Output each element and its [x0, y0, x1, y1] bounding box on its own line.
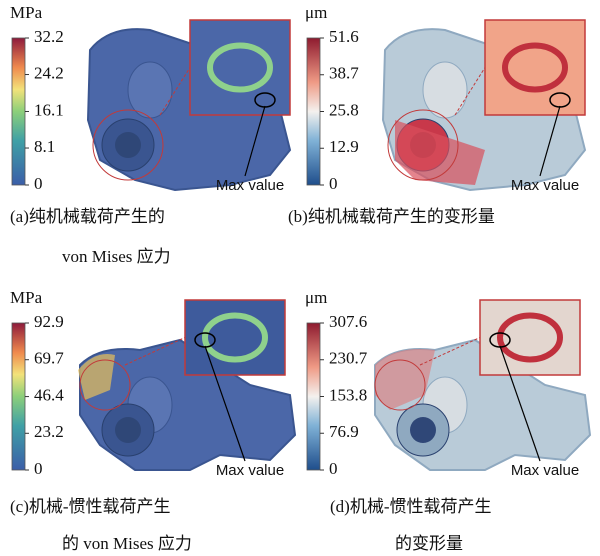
inset-ring — [207, 42, 273, 93]
leader — [124, 337, 186, 366]
annotation: Max value — [216, 177, 284, 194]
hot-zone — [375, 349, 435, 410]
colorbar-unit: μm — [305, 3, 327, 22]
annotation-arrow — [244, 105, 266, 177]
bore-inner — [115, 417, 141, 443]
focus-circle — [92, 109, 164, 181]
colorbar-tick-label: 0 — [329, 174, 338, 193]
hot-zone — [395, 120, 485, 185]
colorbar-tick-label: 69.7 — [34, 349, 64, 368]
colorbar — [306, 37, 321, 186]
colorbar-unit: μm — [305, 288, 327, 307]
hot-zone — [78, 354, 115, 400]
colorbar — [306, 322, 321, 471]
colorbar-tick-label: 12.9 — [329, 137, 359, 156]
inset-ring — [497, 312, 563, 363]
panel: MPa 32.2 24.2 16.1 8.1 0 Max value — [10, 3, 292, 194]
boss — [422, 61, 468, 119]
inset-ring — [202, 312, 268, 363]
caption: (d)机械-惯性载荷产生 — [330, 497, 491, 516]
colorbar-tick-label: 0 — [34, 459, 43, 478]
colorbar-unit: MPa — [10, 288, 43, 307]
colorbar-tick-label: 51.6 — [329, 27, 359, 46]
caption: (c)机械-惯性载荷产生 — [10, 497, 171, 516]
colorbar-tick-label: 46.4 — [34, 385, 64, 404]
colorbar-tick-label: 0 — [329, 459, 338, 478]
focus-circle — [387, 109, 459, 181]
caption: (a)纯机械载荷产生的 — [10, 207, 165, 226]
annotation: Max value — [511, 177, 579, 194]
annotation: Max value — [511, 462, 579, 479]
focus-circle — [374, 359, 426, 411]
bore-inner — [115, 132, 141, 158]
bore-inner — [410, 417, 436, 443]
caption: von Mises 应力 — [62, 247, 171, 266]
panel: MPa 92.9 69.7 46.4 23.2 0 Max value — [10, 288, 297, 479]
colorbar-tick-label: 38.7 — [329, 64, 359, 83]
annotation-arrow — [204, 345, 246, 462]
annotation: Max value — [216, 462, 284, 479]
caption: (b)纯机械载荷产生的变形量 — [288, 207, 495, 226]
annotation-arrow — [539, 105, 561, 177]
inset — [484, 19, 586, 116]
colorbar — [11, 322, 26, 471]
colorbar-tick-label: 24.2 — [34, 63, 64, 82]
inset — [479, 299, 581, 376]
inset — [184, 299, 286, 376]
colorbar-tick-label: 0 — [34, 174, 43, 193]
colorbar-tick-label: 23.2 — [34, 422, 64, 441]
colorbar — [11, 37, 26, 186]
colorbar-tick-label: 153.8 — [329, 385, 367, 404]
colorbar-tick-label: 92.9 — [34, 312, 64, 331]
colorbar-tick-label: 230.7 — [329, 349, 368, 368]
colorbar-tick-label: 32.2 — [34, 27, 64, 46]
colorbar-tick-label: 76.9 — [329, 422, 359, 441]
colorbar-tick-label: 307.6 — [329, 312, 367, 331]
annotation-arrow — [499, 345, 541, 462]
caption: 的变形量 — [395, 534, 463, 553]
leader — [159, 67, 191, 116]
inset — [189, 19, 291, 116]
leader — [454, 67, 486, 116]
leader — [419, 337, 481, 366]
colorbar-tick-label: 16.1 — [34, 100, 64, 119]
colorbar-tick-label: 25.8 — [329, 100, 359, 119]
inset-ring — [502, 42, 568, 93]
boss — [127, 61, 173, 119]
caption: 的 von Mises 应力 — [62, 534, 192, 553]
colorbar-unit: MPa — [10, 3, 43, 22]
focus-circle — [79, 359, 131, 411]
colorbar-tick-label: 8.1 — [34, 137, 55, 156]
